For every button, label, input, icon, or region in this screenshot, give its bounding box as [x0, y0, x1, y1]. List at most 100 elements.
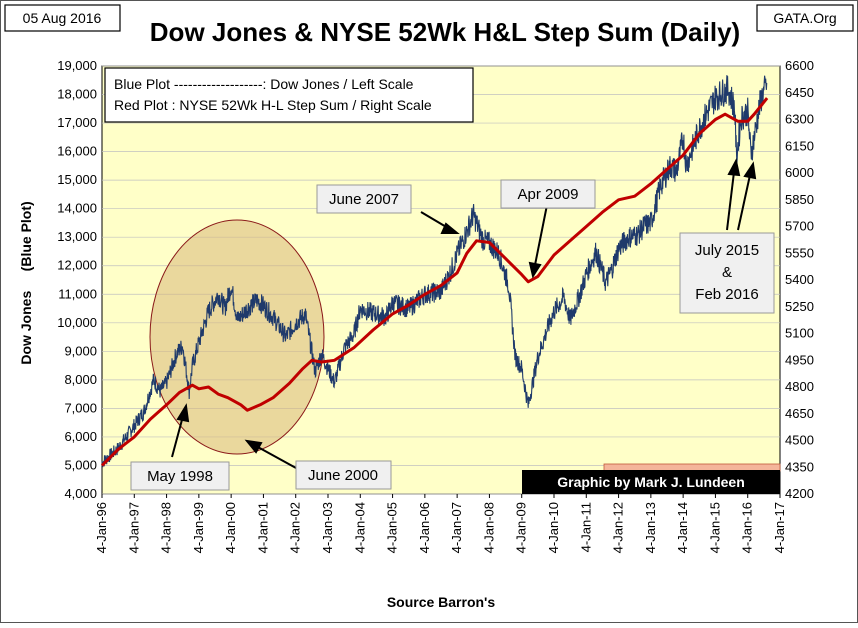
- arrow-feb2016: [737, 174, 751, 231]
- y2-tick-label: 5850: [785, 192, 814, 207]
- y2-tick-label: 4350: [785, 459, 814, 474]
- arrow-apr2009: [534, 204, 548, 266]
- y2-tick-label: 6000: [785, 165, 814, 180]
- y2-tick-label: 4950: [785, 352, 814, 367]
- x-tick-label: 4-Jan-09: [514, 502, 529, 553]
- y2-tick-label: 5250: [785, 299, 814, 314]
- highlight-ellipse: [149, 219, 325, 455]
- annotation-july2015-line2: &: [722, 264, 732, 281]
- y2-tick-label: 5700: [785, 219, 814, 234]
- y2-tick-label: 6150: [785, 138, 814, 153]
- credit-banner: [522, 470, 780, 494]
- y2-tick-label: 6300: [785, 112, 814, 127]
- x-axis-ticks: 4-Jan-96 4-Jan-97 4-Jan-98 4-Jan-99 4-Jan-00…: [94, 494, 787, 553]
- x-tick-label: 4-Jan-17: [772, 502, 787, 553]
- x-tick-label: 4-Jan-00: [223, 502, 238, 553]
- arrowhead-apr2009: [528, 261, 542, 279]
- arrowhead-feb2016: [743, 161, 757, 180]
- annotation-apr2009: Apr 2009: [518, 186, 579, 203]
- arrowhead-july2015: [727, 158, 741, 177]
- arrow-may1998: [171, 415, 184, 458]
- dow-jones-series: [101, 75, 768, 468]
- arrowhead-june2000: [244, 439, 263, 454]
- annotation-july2015-line1: July 2015: [695, 242, 759, 259]
- y-axis-label: Dow Jones (Blue Plot): [18, 201, 34, 364]
- x-tick-label: 4-Jan-15: [707, 502, 722, 553]
- date-label: 05 Aug 2016: [23, 10, 102, 26]
- y2-tick-label: 4200: [785, 486, 814, 501]
- y-tick-label: 14,000: [57, 201, 97, 216]
- x-tick-label: 4-Jan-99: [191, 502, 206, 553]
- x-tick-label: 4-Jan-14: [675, 502, 690, 553]
- y-tick-label: 8,000: [64, 372, 97, 387]
- annotation-box-july2015: [679, 232, 775, 314]
- date-box: [4, 4, 121, 32]
- y2-tick-label: 6600: [785, 58, 814, 73]
- y-tick-label: 17,000: [57, 115, 97, 130]
- x-tick-label: 4-Jan-02: [288, 502, 303, 553]
- x-tick-label: 4-Jan-97: [126, 502, 141, 553]
- y2-tick-label: 4500: [785, 433, 814, 448]
- legend-box: [104, 67, 474, 123]
- y-tick-label: 13,000: [57, 229, 97, 244]
- annotation-july2015-line3: Feb 2016: [695, 286, 758, 303]
- y-tick-label: 11,000: [58, 286, 97, 301]
- annotation-box-june2007: [316, 184, 412, 214]
- source-site-box: [756, 4, 854, 32]
- x-tick-label: 4-Jan-01: [255, 502, 270, 553]
- credit-accent-strip: [603, 463, 781, 472]
- annotation-june2000: June 2000: [308, 467, 378, 484]
- x-tick-label: 4-Jan-11: [578, 502, 593, 552]
- x-tick-label: 4-Jan-96: [94, 502, 109, 553]
- y2-tick-label: 5550: [785, 245, 814, 260]
- x-tick-label: 4-Jan-05: [385, 502, 400, 553]
- y-tick-label: 16,000: [57, 144, 97, 159]
- x-axis-label: Source Barron's: [387, 594, 496, 610]
- x-tick-label: 4-Jan-16: [740, 502, 755, 553]
- y-tick-label: 5,000: [64, 457, 97, 472]
- y2-tick-label: 5100: [785, 326, 814, 341]
- annotation-june2007: June 2007: [329, 191, 399, 208]
- y-tick-label: 15,000: [57, 172, 97, 187]
- x-tick-label: 4-Jan-12: [611, 502, 626, 553]
- arrowhead-june2007: [440, 222, 460, 234]
- y-tick-label: 7,000: [64, 400, 97, 415]
- y-tick-label: 9,000: [64, 343, 97, 358]
- credit-text: Graphic by Mark J. Lundeen: [557, 474, 745, 490]
- y2-tick-label: 5400: [785, 272, 814, 287]
- annotation-arrows: [171, 158, 757, 469]
- annotation-box-june2000: [295, 460, 392, 490]
- annotation-box-may1998: [130, 461, 230, 491]
- arrowhead-may1998: [176, 403, 190, 423]
- chart-title: Dow Jones & NYSE 52Wk H&L Step Sum (Dail…: [150, 17, 740, 47]
- legend-line-red: Red Plot : NYSE 52Wk H-L Step Sum / Righ…: [114, 97, 432, 113]
- x-tick-label: 4-Jan-08: [481, 502, 496, 553]
- x-tick-label: 4-Jan-98: [159, 502, 174, 553]
- x-tick-label: 4-Jan-06: [417, 502, 432, 553]
- right-axis-ticks: 4200 4350 4500 4650 4800 4950 5100 5250 5400 5550…: [785, 58, 814, 501]
- x-tick-label: 4-Jan-03: [320, 502, 335, 553]
- x-tick-label: 4-Jan-10: [546, 502, 561, 553]
- left-axis-ticks: 4,000 5,000 6,000 7,000 8,000 9,000 10,000 11,0…: [57, 58, 97, 501]
- step-sum-series: [100, 97, 769, 467]
- y2-tick-label: 6450: [785, 85, 814, 100]
- y-tick-label: 10,000: [57, 315, 97, 330]
- x-tick-label: 4-Jan-04: [352, 502, 367, 553]
- step-sum-line: [100, 97, 769, 467]
- y-tick-label: 4,000: [64, 486, 97, 501]
- y-tick-label: 12,000: [57, 258, 97, 273]
- x-tick-label: 4-Jan-07: [449, 502, 464, 553]
- y-tick-label: 19,000: [57, 58, 97, 73]
- dow-jones-line: [101, 75, 768, 468]
- arrow-june2007: [420, 211, 449, 229]
- annotation-box-apr2009: [500, 179, 596, 209]
- y2-tick-label: 4800: [785, 379, 814, 394]
- y-tick-label: 6,000: [64, 429, 97, 444]
- y2-tick-label: 4650: [785, 406, 814, 421]
- y-tick-label: 18,000: [57, 87, 97, 102]
- source-site-label: GATA.Org: [773, 10, 836, 26]
- legend-line-blue: Blue Plot -------------------: Dow Jones…: [114, 76, 414, 92]
- arrow-july2015: [726, 171, 735, 231]
